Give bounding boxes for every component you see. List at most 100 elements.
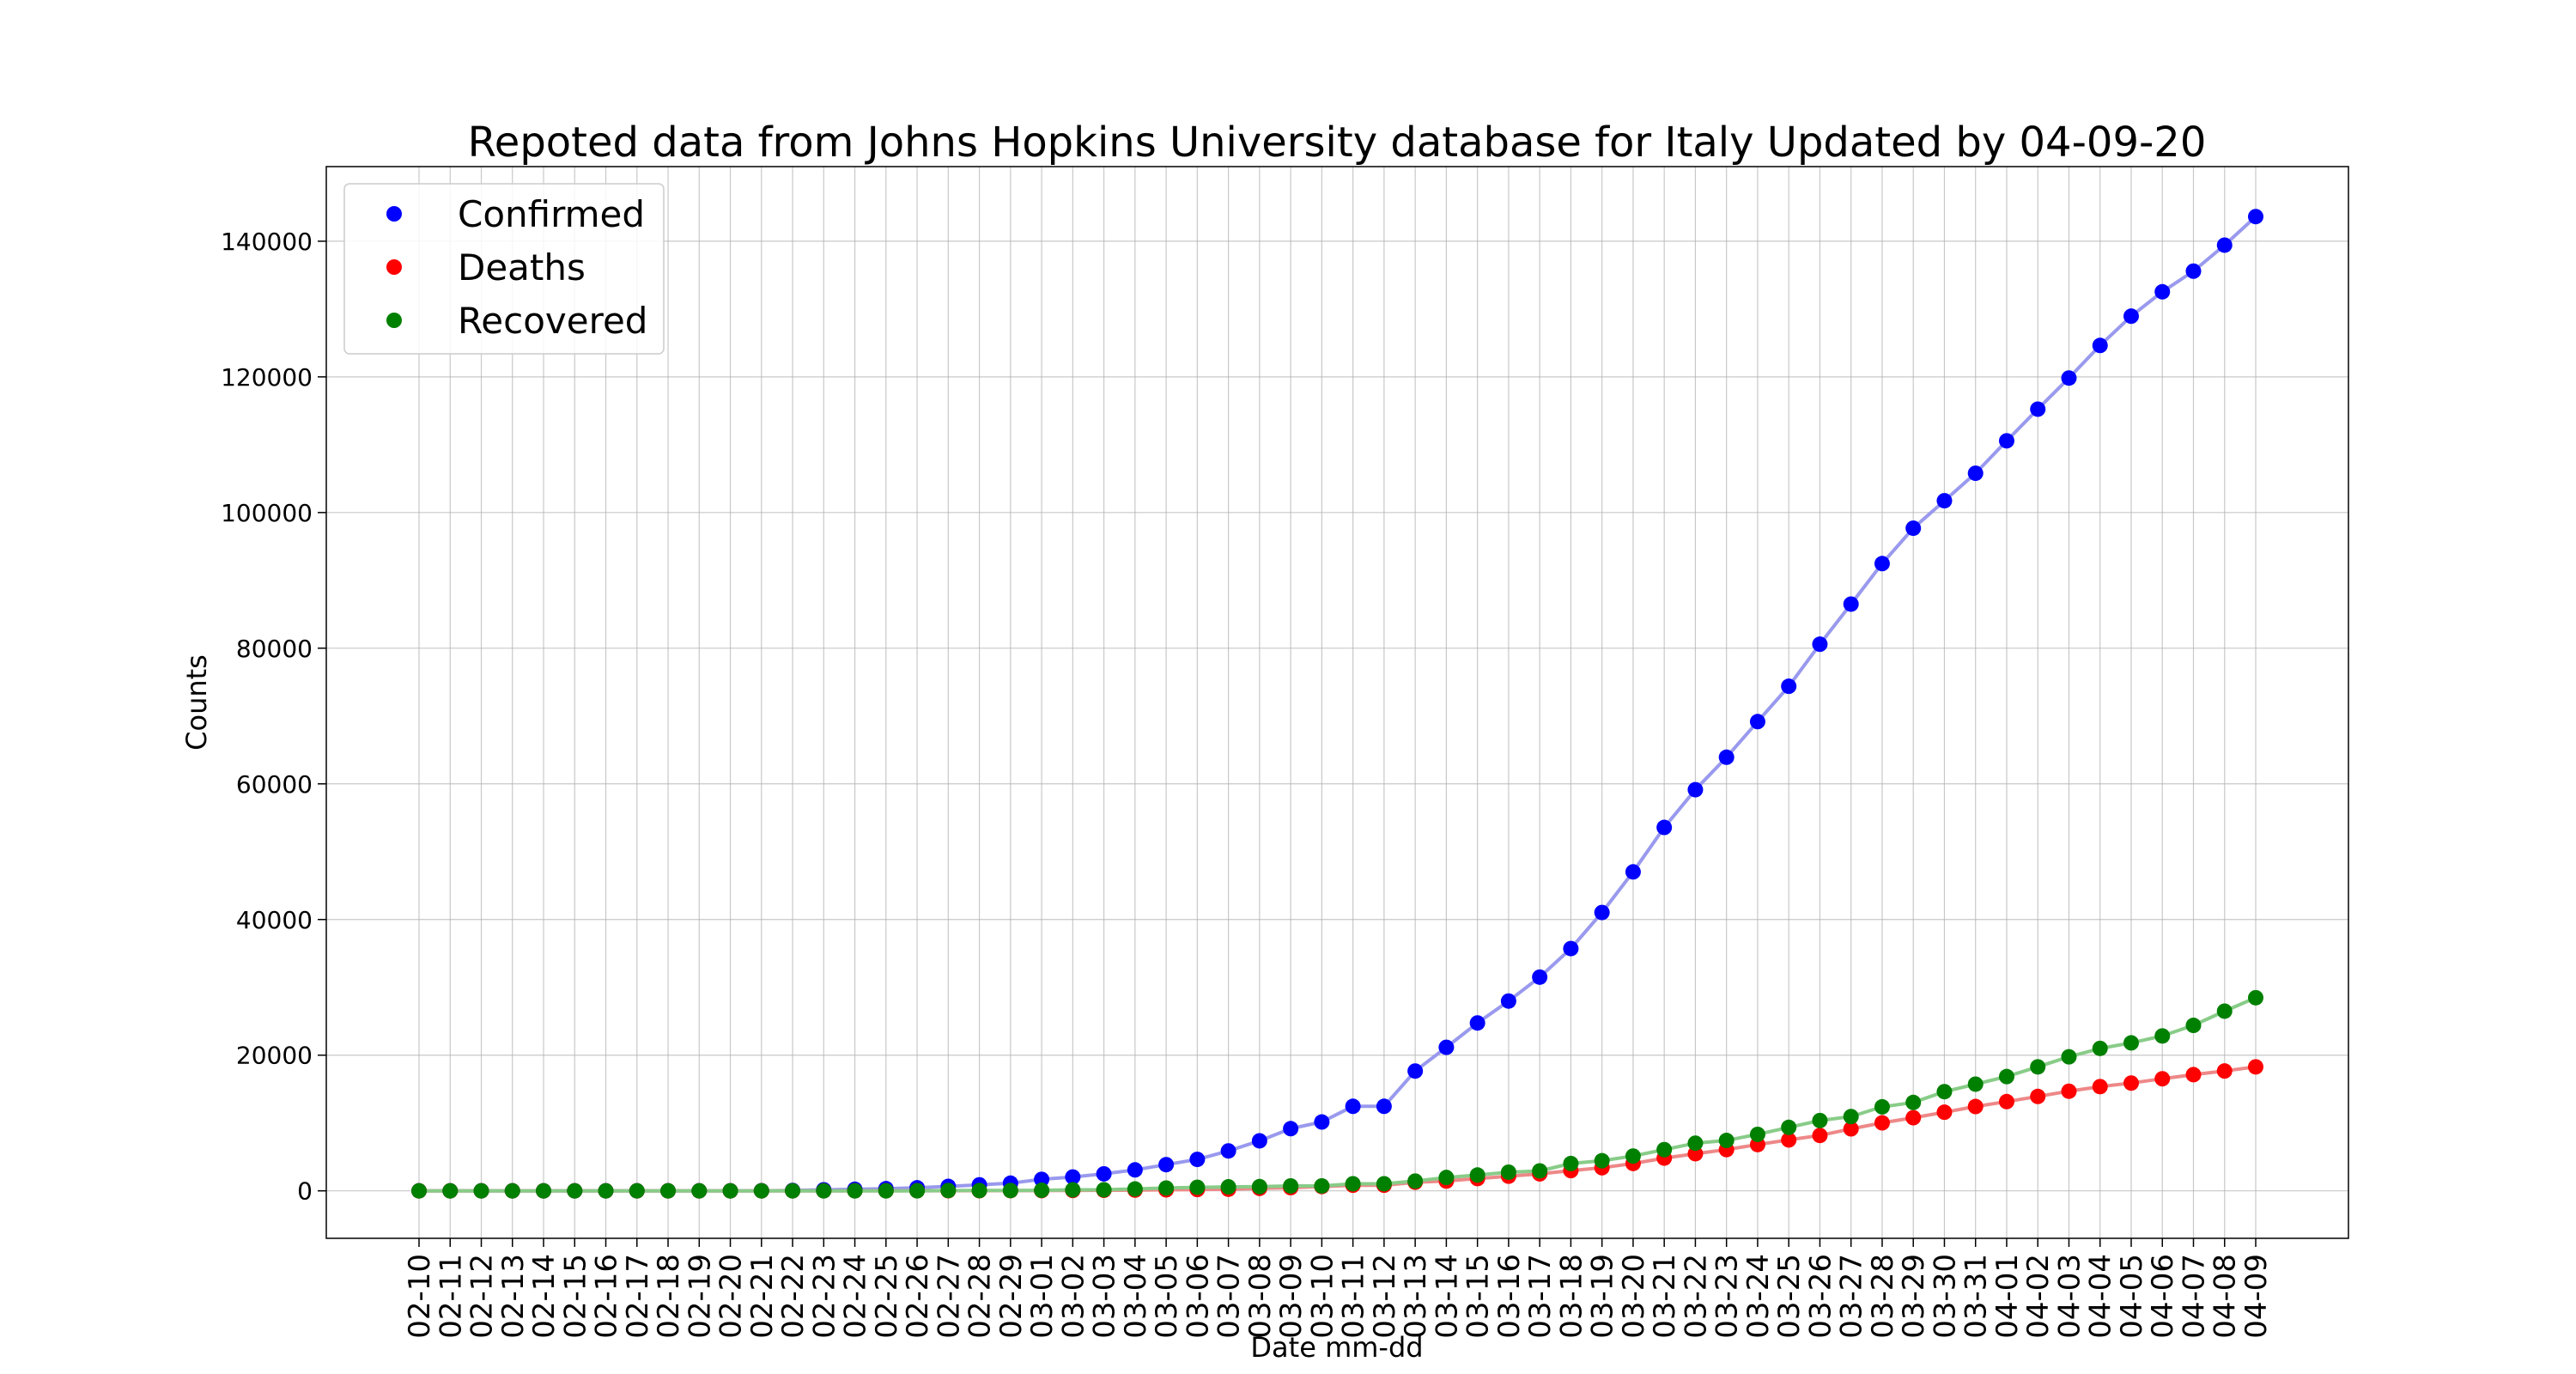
data-point-confirmed bbox=[1718, 749, 1735, 765]
data-point-confirmed bbox=[1594, 904, 1610, 921]
x-tick-label: 02-16 bbox=[590, 1254, 624, 1339]
data-point-recovered bbox=[629, 1182, 645, 1199]
y-tick-label: 100000 bbox=[221, 499, 313, 527]
x-tick-label: 02-24 bbox=[839, 1254, 873, 1339]
data-point-recovered bbox=[971, 1182, 987, 1199]
data-point-confirmed bbox=[1376, 1098, 1392, 1115]
legend-box bbox=[343, 183, 665, 355]
data-point-confirmed bbox=[1407, 1063, 1424, 1079]
data-point-recovered bbox=[598, 1182, 614, 1199]
data-point-confirmed bbox=[2248, 209, 2263, 225]
legend-label-recovered: Recovered bbox=[458, 300, 647, 342]
x-tick-label: 03-18 bbox=[1554, 1254, 1589, 1339]
data-point-recovered bbox=[1718, 1133, 1735, 1149]
data-point-confirmed bbox=[1469, 1015, 1485, 1031]
y-axis: 0 20000 40000 60000 80000 100000 120000 140000 bbox=[221, 228, 326, 1206]
data-point-deaths bbox=[2061, 1083, 2077, 1099]
x-tick-label: 04-06 bbox=[2146, 1254, 2180, 1339]
data-point-recovered bbox=[1376, 1176, 1392, 1192]
y-tick-label: 140000 bbox=[221, 228, 313, 256]
data-point-recovered bbox=[1781, 1119, 1797, 1135]
data-point-recovered bbox=[1500, 1164, 1516, 1180]
data-point-recovered bbox=[2123, 1035, 2139, 1051]
data-point-deaths bbox=[2123, 1075, 2139, 1091]
data-point-recovered bbox=[1532, 1163, 1548, 1179]
plot-area-frame bbox=[325, 166, 2349, 1239]
data-point-deaths bbox=[1812, 1128, 1828, 1144]
data-point-recovered bbox=[1251, 1178, 1267, 1195]
data-point-deaths bbox=[2216, 1063, 2233, 1079]
data-point-recovered bbox=[1002, 1182, 1018, 1199]
x-tick-label: 03-17 bbox=[1523, 1254, 1558, 1339]
y-axis-label: Counts bbox=[180, 654, 213, 751]
data-point-confirmed bbox=[1563, 940, 1579, 957]
x-tick-label: 02-27 bbox=[932, 1254, 966, 1339]
data-point-recovered bbox=[1998, 1068, 2014, 1085]
data-point-recovered bbox=[847, 1182, 863, 1199]
data-point-recovered bbox=[1594, 1152, 1610, 1169]
data-point-recovered bbox=[1469, 1167, 1485, 1183]
x-tick-label: 03-25 bbox=[1772, 1254, 1807, 1339]
data-point-confirmed bbox=[1967, 465, 1984, 482]
x-tick-label: 03-10 bbox=[1305, 1254, 1340, 1339]
x-tick-label: 04-07 bbox=[2177, 1254, 2211, 1339]
y-tick-label: 20000 bbox=[236, 1042, 313, 1070]
data-point-confirmed bbox=[1251, 1133, 1267, 1149]
data-point-confirmed bbox=[1843, 596, 1859, 612]
x-tick-label: 02-23 bbox=[807, 1254, 841, 1339]
data-point-recovered bbox=[816, 1182, 832, 1199]
data-point-recovered bbox=[909, 1182, 926, 1199]
legend-label-confirmed: Confirmed bbox=[458, 193, 645, 235]
y-tick-label: 60000 bbox=[236, 770, 313, 799]
y-tick-label: 40000 bbox=[236, 906, 313, 934]
data-point-recovered bbox=[1407, 1173, 1424, 1189]
data-point-deaths bbox=[2154, 1071, 2171, 1087]
x-tick-label: 02-26 bbox=[901, 1254, 935, 1339]
data-point-confirmed bbox=[1905, 520, 1922, 537]
legend-label-deaths: Deaths bbox=[458, 246, 586, 289]
data-point-confirmed bbox=[1500, 993, 1516, 1009]
x-axis-label: Date mm-dd bbox=[1250, 1331, 1423, 1364]
x-tick-label: 03-19 bbox=[1586, 1254, 1620, 1339]
x-tick-label: 03-15 bbox=[1461, 1254, 1496, 1339]
data-point-recovered bbox=[442, 1182, 459, 1199]
data-point-confirmed bbox=[2061, 370, 2077, 386]
data-point-recovered bbox=[1843, 1109, 1859, 1125]
x-tick-label: 03-12 bbox=[1368, 1254, 1402, 1339]
data-point-recovered bbox=[1345, 1176, 1361, 1192]
data-point-recovered bbox=[2248, 989, 2263, 1006]
x-tick-label: 04-02 bbox=[2021, 1254, 2056, 1339]
x-tick-label: 04-05 bbox=[2115, 1254, 2149, 1339]
data-point-recovered bbox=[722, 1182, 738, 1199]
data-point-recovered bbox=[785, 1182, 801, 1199]
data-point-recovered bbox=[1563, 1155, 1579, 1171]
x-tick-label: 03-08 bbox=[1243, 1254, 1278, 1339]
x-tick-label: 03-21 bbox=[1648, 1254, 1682, 1339]
x-tick-label: 02-21 bbox=[745, 1254, 780, 1339]
data-point-recovered bbox=[2061, 1049, 2077, 1065]
data-point-confirmed bbox=[1936, 493, 1953, 509]
data-point-deaths bbox=[2092, 1079, 2108, 1095]
data-point-recovered bbox=[1936, 1084, 1953, 1100]
data-point-recovered bbox=[1314, 1177, 1330, 1194]
data-point-confirmed bbox=[2123, 308, 2139, 325]
data-point-confirmed bbox=[1781, 678, 1797, 695]
x-tick-label: 04-03 bbox=[2052, 1254, 2087, 1339]
data-point-confirmed bbox=[1283, 1121, 1299, 1137]
x-tick-label: 03-07 bbox=[1212, 1254, 1247, 1339]
x-tick-label: 03-24 bbox=[1741, 1254, 1776, 1339]
x-tick-label: 02-10 bbox=[403, 1254, 437, 1339]
data-point-recovered bbox=[1905, 1094, 1922, 1110]
data-point-confirmed bbox=[1034, 1171, 1050, 1188]
x-tick-label: 02-14 bbox=[527, 1254, 562, 1339]
data-point-recovered bbox=[2092, 1040, 2108, 1056]
legend-marker-deaths bbox=[386, 259, 402, 275]
data-point-recovered bbox=[473, 1182, 489, 1199]
x-tick-label: 03-31 bbox=[1959, 1254, 1994, 1339]
x-tick-label: 02-19 bbox=[683, 1254, 717, 1339]
data-point-recovered bbox=[1065, 1182, 1081, 1198]
data-point-confirmed bbox=[2216, 237, 2233, 253]
data-point-confirmed bbox=[1998, 433, 2014, 449]
x-tick-label: 03-05 bbox=[1150, 1254, 1184, 1339]
